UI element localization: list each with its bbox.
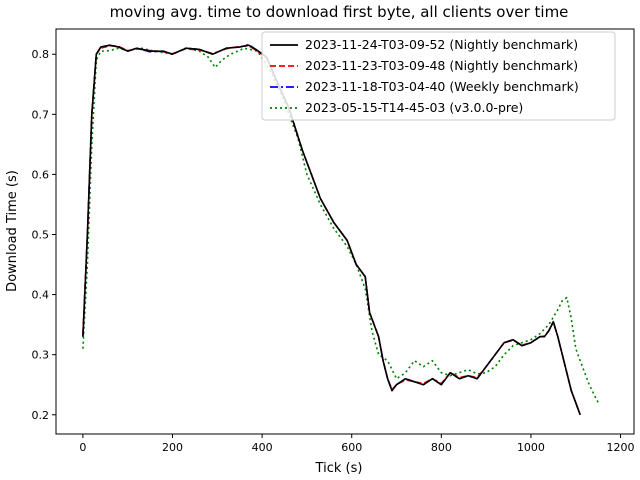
legend-label: 2023-11-23-T03-09-48 (Nightly benchmark): [305, 58, 578, 73]
y-tick-label: 0.5: [32, 229, 50, 242]
x-tick-label: 400: [252, 441, 273, 454]
legend-box: [261, 31, 616, 121]
legend-label: 2023-11-18-T03-04-40 (Weekly benchmark): [305, 79, 579, 94]
legend-label: 2023-11-24-T03-09-52 (Nightly benchmark): [305, 37, 578, 52]
y-tick-label: 0.2: [32, 409, 50, 422]
plot-lines: [82, 43, 599, 416]
y-tick-label: 0.6: [32, 168, 50, 181]
y-tick-label: 0.4: [32, 289, 50, 302]
y-axis-label: Download Time (s): [5, 170, 20, 292]
x-tick-label: 800: [431, 441, 452, 454]
legend: 2023-11-24-T03-09-52 (Nightly benchmark)…: [261, 31, 616, 121]
y-axis: 0.2 0.3 0.4 0.5 0.6 0.7 0.8: [32, 48, 56, 422]
x-axis: 0 200 400 600 800 1000 1200: [79, 434, 635, 454]
series-line: [82, 44, 581, 416]
chart-title: moving avg. time to download first byte,…: [110, 3, 569, 21]
x-tick-label: 200: [162, 441, 183, 454]
x-tick-label: 1000: [517, 441, 545, 454]
x-tick-label: 600: [341, 441, 362, 454]
y-tick-label: 0.7: [32, 108, 50, 121]
x-axis-label: Tick (s): [315, 461, 363, 476]
y-tick-label: 0.8: [32, 48, 50, 61]
y-tick-label: 0.3: [32, 349, 50, 362]
x-tick-label: 0: [79, 441, 86, 454]
plot-frame: [55, 28, 635, 435]
x-tick-label: 1200: [607, 441, 635, 454]
legend-label: 2023-05-15-T14-45-03 (v3.0.0-pre): [305, 100, 523, 115]
